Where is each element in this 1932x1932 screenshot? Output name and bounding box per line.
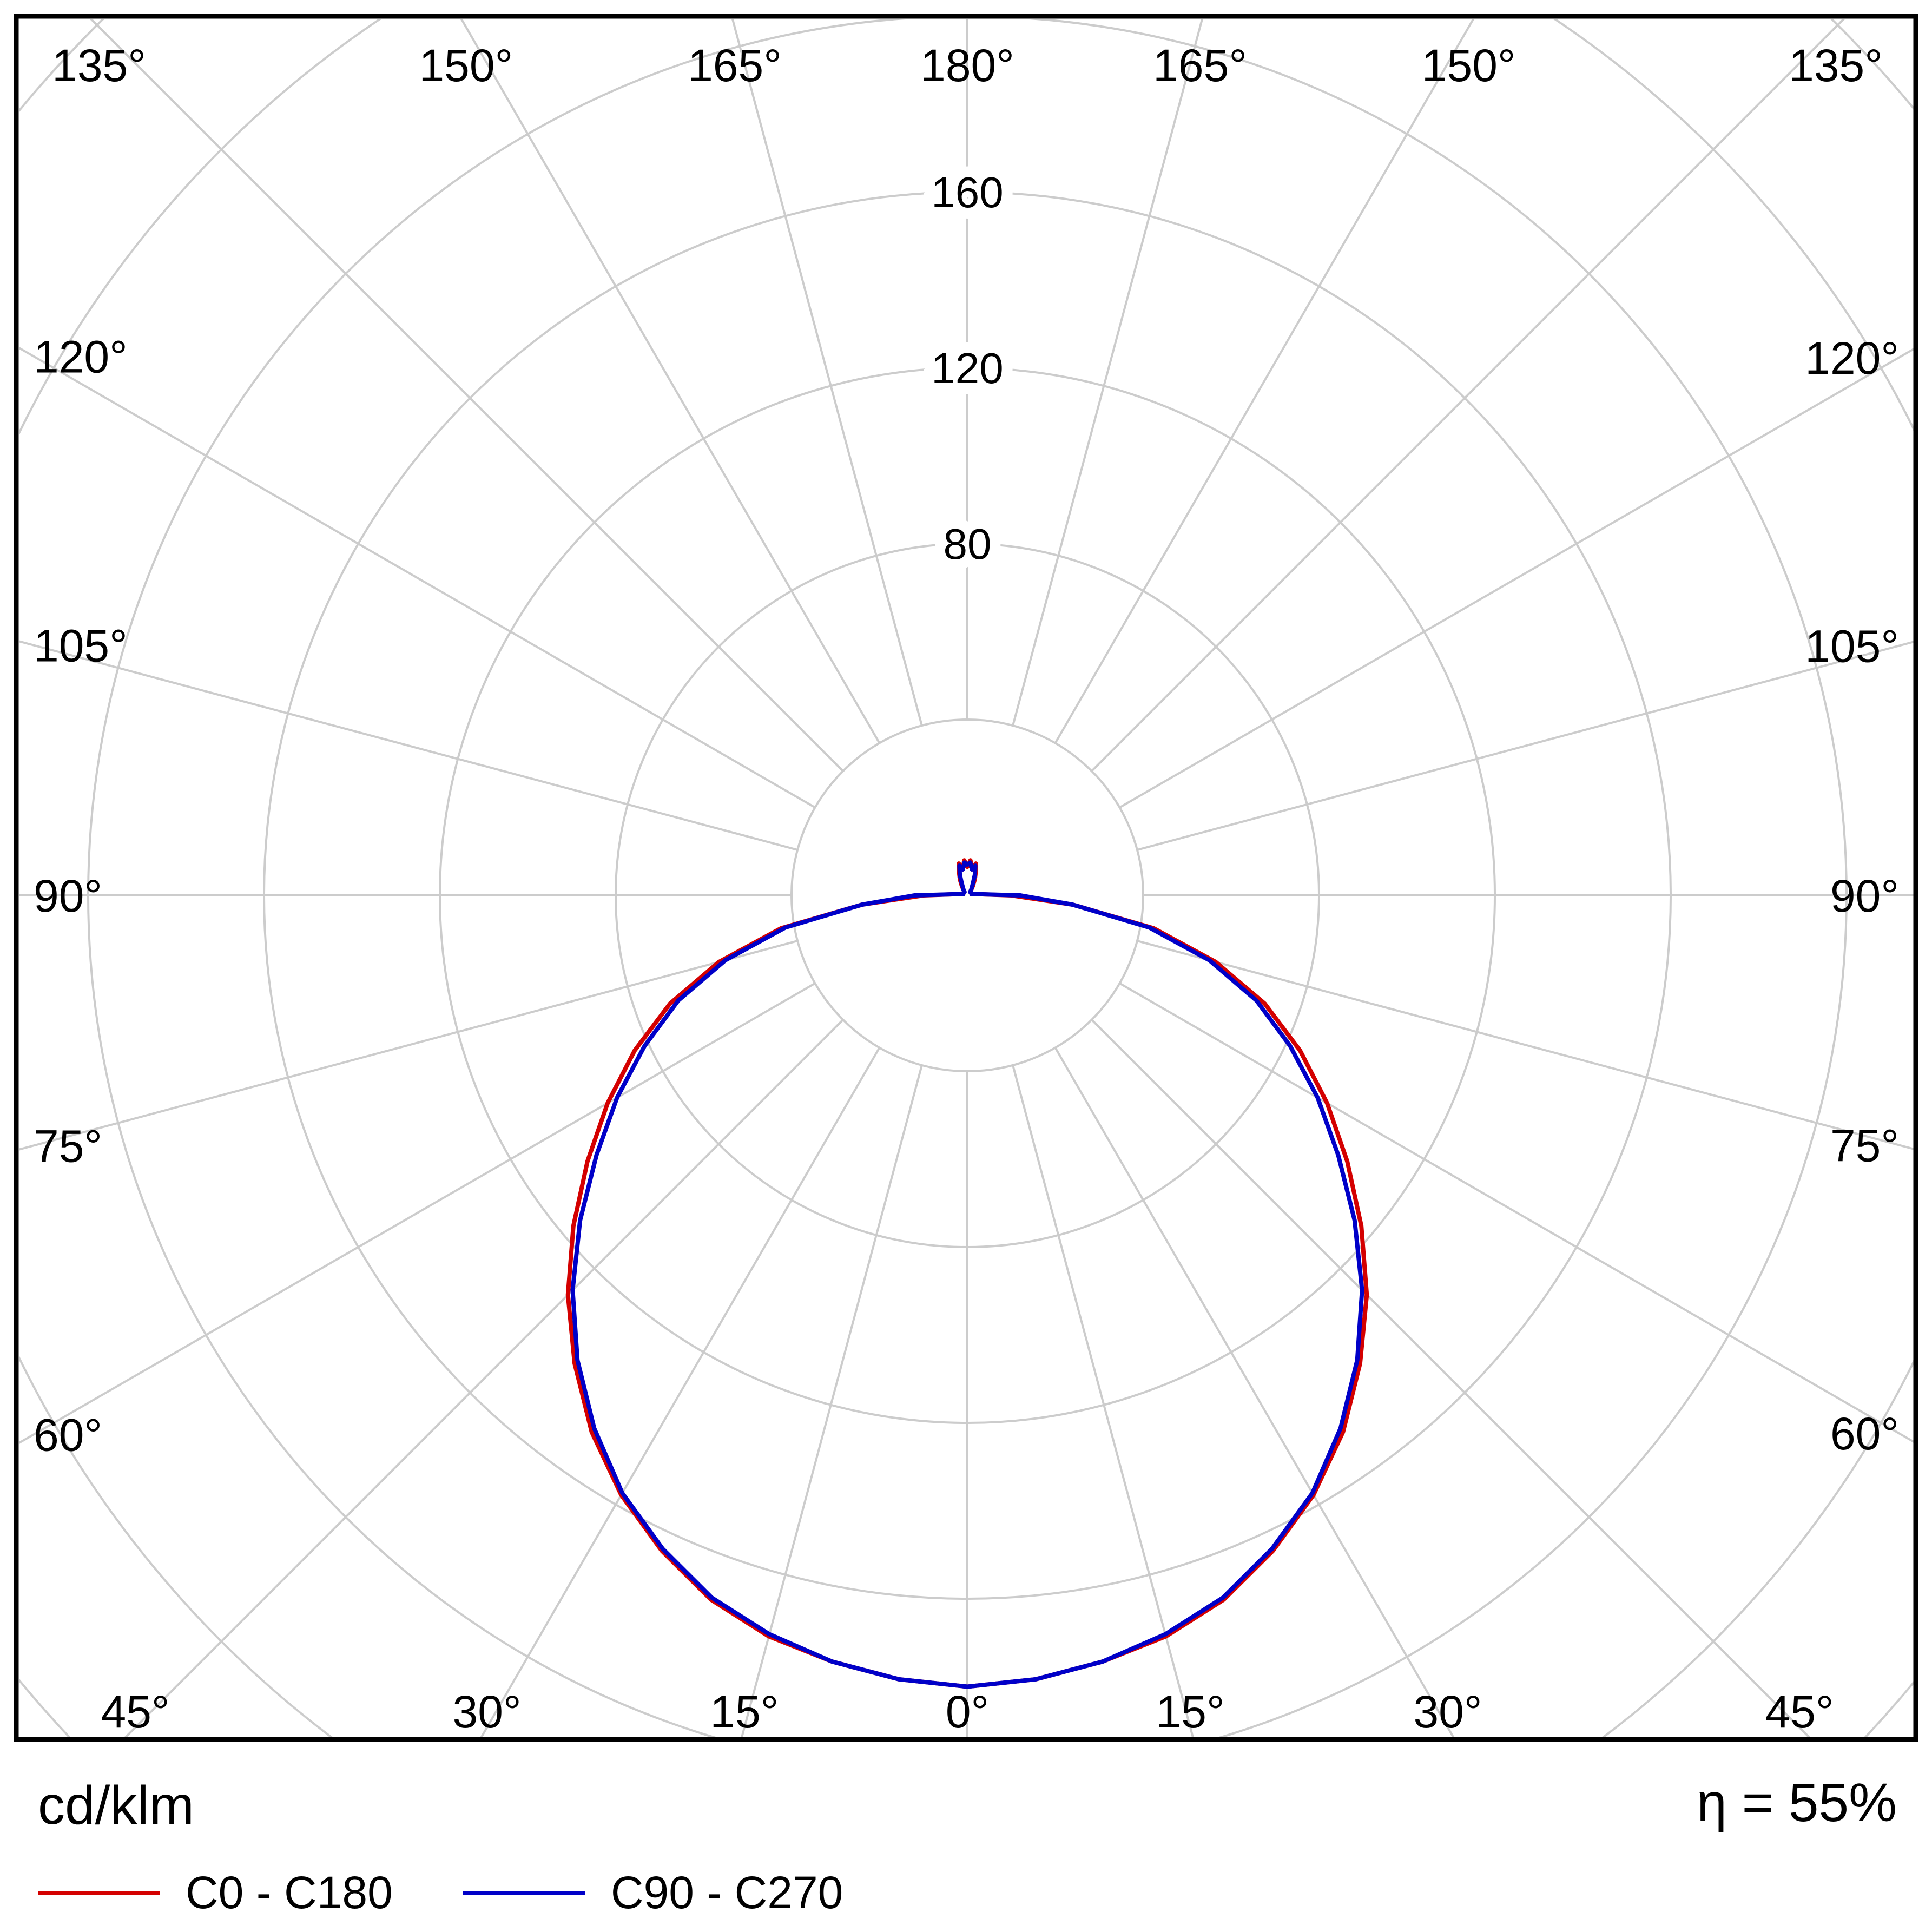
angle-label-60: 60°	[1830, 1408, 1899, 1459]
grid-spoke	[1137, 940, 1914, 1150]
angle-label-90: 90°	[34, 871, 102, 921]
grid-spoke	[1054, 1047, 1455, 1737]
angle-label-15: 15°	[1156, 1686, 1225, 1737]
grid-spoke	[124, 1019, 844, 1737]
grid-spoke	[1012, 19, 1204, 726]
angle-label-165: 165°	[688, 40, 782, 91]
legend-item-c90: C90 - C270	[463, 1867, 843, 1919]
curve-c90-c270	[570, 860, 1364, 1689]
grid-spoke	[741, 1065, 923, 1737]
legend-item-c0: C0 - C180	[38, 1867, 393, 1919]
grid-spoke	[19, 940, 798, 1151]
legend-label-c90: C90 - C270	[610, 1867, 843, 1918]
angle-label-120: 120°	[1805, 333, 1899, 384]
legend-label-c0: C0 - C180	[186, 1867, 393, 1918]
angle-label-0: 0°	[946, 1686, 989, 1737]
grid-spoke	[19, 640, 798, 851]
angle-label-150: 150°	[1422, 40, 1516, 91]
angle-label-45: 45°	[101, 1686, 169, 1737]
radial-tick-label: 160	[931, 168, 1003, 216]
radial-tick-label: 120	[931, 344, 1003, 392]
c90-line-swatch	[463, 1890, 585, 1895]
efficiency-label: η = 55%	[1697, 1772, 1897, 1833]
angle-label-150: 150°	[419, 40, 513, 91]
angle-label-75: 75°	[34, 1120, 102, 1171]
grid-spoke	[1091, 1019, 1810, 1737]
angle-label-105: 105°	[34, 621, 128, 671]
unit-label: cd/klm	[38, 1775, 194, 1836]
angle-label-75: 75°	[1830, 1120, 1899, 1171]
angle-label-60: 60°	[34, 1410, 102, 1461]
grid-spoke	[480, 1047, 881, 1737]
angle-label-30: 30°	[1413, 1686, 1482, 1737]
grid-spoke	[1119, 347, 1914, 809]
angle-label-105: 105°	[1805, 621, 1899, 672]
radial-tick-label: 80	[944, 520, 992, 568]
angle-label-135: 135°	[1789, 40, 1883, 91]
legend: C0 - C180 C90 - C270	[38, 1867, 843, 1919]
grid-spoke	[1137, 641, 1914, 851]
angle-label-30: 30°	[453, 1686, 522, 1737]
c0-line-swatch	[38, 1890, 160, 1895]
grid-spoke	[1119, 982, 1914, 1443]
grid-spoke	[731, 19, 923, 726]
grid-spoke	[460, 19, 881, 744]
grid-spoke	[19, 982, 816, 1445]
angle-label-165: 165°	[1153, 40, 1247, 91]
grid-spoke	[19, 346, 816, 809]
grid-spoke	[1054, 19, 1475, 744]
grid-ring	[790, 718, 1144, 1072]
angle-label-135: 135°	[52, 40, 146, 91]
grid-spoke	[89, 19, 844, 772]
chart-frame	[14, 14, 1918, 1742]
angle-label-180: 180°	[920, 40, 1014, 91]
angle-label-15: 15°	[710, 1686, 779, 1737]
grid-spoke	[1091, 19, 1845, 772]
angle-label-90: 90°	[1830, 871, 1899, 921]
angle-label-120: 120°	[34, 331, 128, 382]
angle-label-45: 45°	[1765, 1686, 1834, 1737]
grid-spoke	[1012, 1065, 1194, 1737]
